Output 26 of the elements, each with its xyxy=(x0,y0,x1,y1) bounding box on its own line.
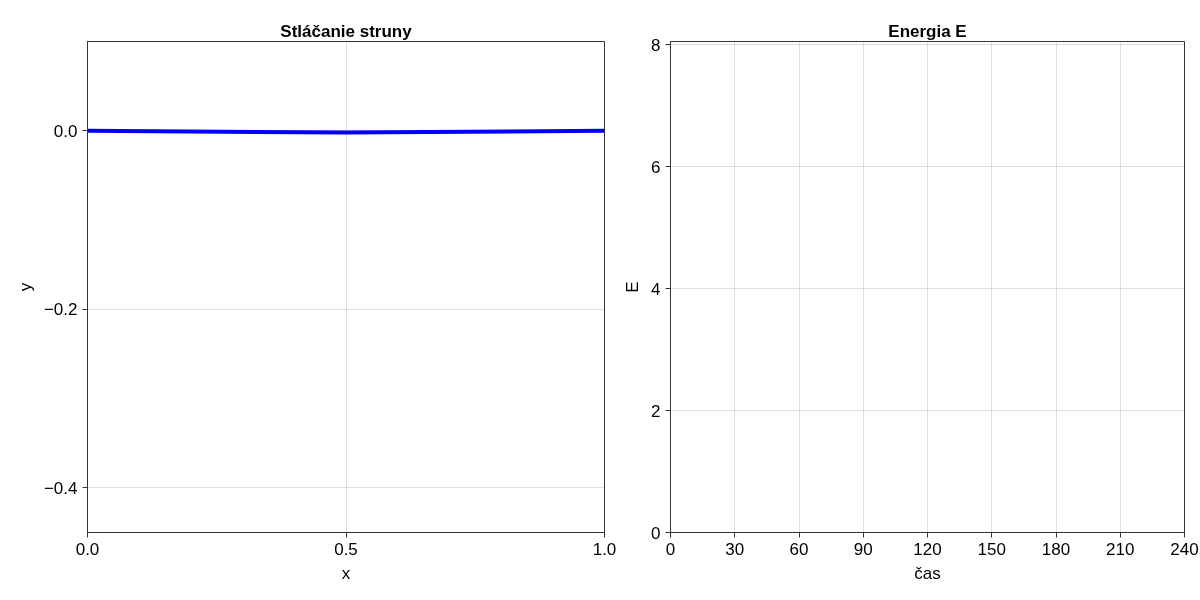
x-tick-label: 60 xyxy=(789,539,809,559)
x-tick-label: 240 xyxy=(1170,539,1199,559)
y-tick-label: 0 xyxy=(651,523,661,543)
x-tick-label: 0.5 xyxy=(334,539,358,559)
y-tick-label: 2 xyxy=(651,401,661,421)
x-tick-label: 30 xyxy=(725,539,745,559)
x-tick-label: 180 xyxy=(1041,539,1071,559)
y-axis-title: E xyxy=(623,281,643,293)
x-axis-title: x xyxy=(341,563,351,583)
y-tick-label: 6 xyxy=(651,157,661,177)
chart-title: Stláčanie struny xyxy=(280,21,413,41)
chart-title: Energia E xyxy=(888,21,967,41)
x-tick-label: 1.0 xyxy=(592,539,617,559)
x-axis-title: čas xyxy=(914,563,941,583)
x-tick-label: 0.0 xyxy=(75,539,100,559)
x-tick-label: 150 xyxy=(977,539,1006,559)
x-tick-label: 210 xyxy=(1106,539,1135,559)
x-tick-label: 120 xyxy=(913,539,942,559)
y-tick-label: 4 xyxy=(651,279,661,299)
y-tick-label: 0.0 xyxy=(53,121,78,141)
y-tick-label: 8 xyxy=(651,35,661,55)
x-tick-label: 0 xyxy=(665,539,676,559)
y-tick-label: −0.4 xyxy=(43,478,78,498)
x-tick-label: 90 xyxy=(853,539,873,559)
y-tick-label: −0.2 xyxy=(43,300,78,320)
y-axis-title: y xyxy=(15,282,35,292)
